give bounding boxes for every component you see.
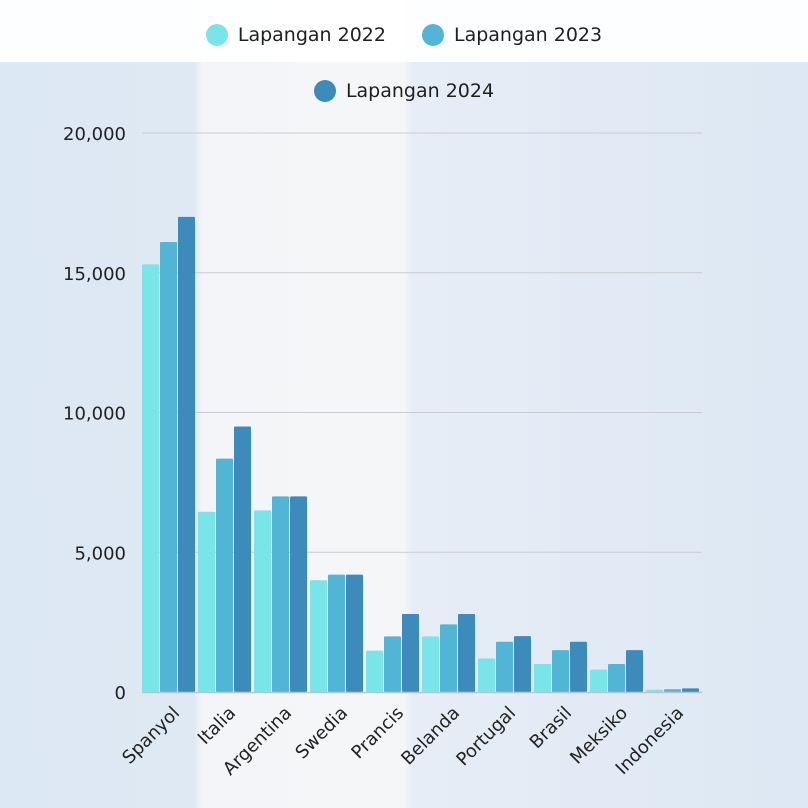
bar[interactable] <box>198 511 215 692</box>
legend-item-2022[interactable]: Lapangan 2022 <box>205 24 386 46</box>
bar[interactable] <box>216 458 233 692</box>
bar[interactable] <box>496 641 513 692</box>
y-tick-label: 0 <box>115 683 126 704</box>
y-tick-label: 5,000 <box>74 543 126 564</box>
bar[interactable] <box>346 574 363 692</box>
bar[interactable] <box>552 650 569 692</box>
bar[interactable] <box>646 689 663 692</box>
y-tick-label: 20,000 <box>63 124 126 145</box>
bar[interactable] <box>664 689 681 692</box>
legend-item-2023[interactable]: Lapangan 2023 <box>422 24 602 46</box>
bar[interactable] <box>570 641 587 692</box>
bar[interactable] <box>384 636 401 692</box>
bar[interactable] <box>160 242 177 692</box>
bar[interactable] <box>682 688 699 692</box>
bar[interactable] <box>422 636 439 692</box>
bar[interactable] <box>402 614 419 692</box>
legend-swatch <box>205 24 228 46</box>
bar[interactable] <box>290 496 307 692</box>
bar[interactable] <box>440 624 457 692</box>
bar[interactable] <box>310 580 327 692</box>
x-tick-label: Spanyol <box>118 703 184 769</box>
bar[interactable] <box>608 664 625 692</box>
bar[interactable] <box>178 216 195 692</box>
bar[interactable] <box>142 264 159 692</box>
bar[interactable] <box>590 669 607 692</box>
legend-row-1: Lapangan 2022 Lapangan 2023 <box>0 24 808 46</box>
bar[interactable] <box>514 636 531 692</box>
x-tick-label: Belanda <box>397 703 464 770</box>
bar[interactable] <box>328 574 345 692</box>
x-tick-label: Portugal <box>452 703 520 771</box>
bar[interactable] <box>458 614 475 692</box>
bar[interactable] <box>534 664 551 692</box>
bar[interactable] <box>272 496 289 692</box>
bar[interactable] <box>234 426 251 692</box>
legend-item-2024[interactable]: Lapangan 2024 <box>313 80 495 102</box>
bar[interactable] <box>478 658 495 692</box>
bar[interactable] <box>626 650 643 692</box>
legend-label: Lapangan 2024 <box>345 80 495 102</box>
x-tick-label: Italia <box>194 703 240 749</box>
legend-swatch <box>313 80 336 102</box>
legend-row-2: Lapangan 2024 <box>0 80 808 102</box>
legend-label: Lapangan 2023 <box>454 24 603 46</box>
y-tick-label: 10,000 <box>63 404 126 425</box>
legend-background <box>0 0 808 62</box>
legend-swatch <box>422 24 444 46</box>
x-tick-label: Swedia <box>291 703 352 764</box>
bar[interactable] <box>254 510 271 692</box>
y-tick-label: 15,000 <box>63 264 126 285</box>
bar[interactable] <box>366 650 383 692</box>
x-tick-label: Brasil <box>526 703 576 753</box>
legend-label: Lapangan 2022 <box>237 24 386 46</box>
